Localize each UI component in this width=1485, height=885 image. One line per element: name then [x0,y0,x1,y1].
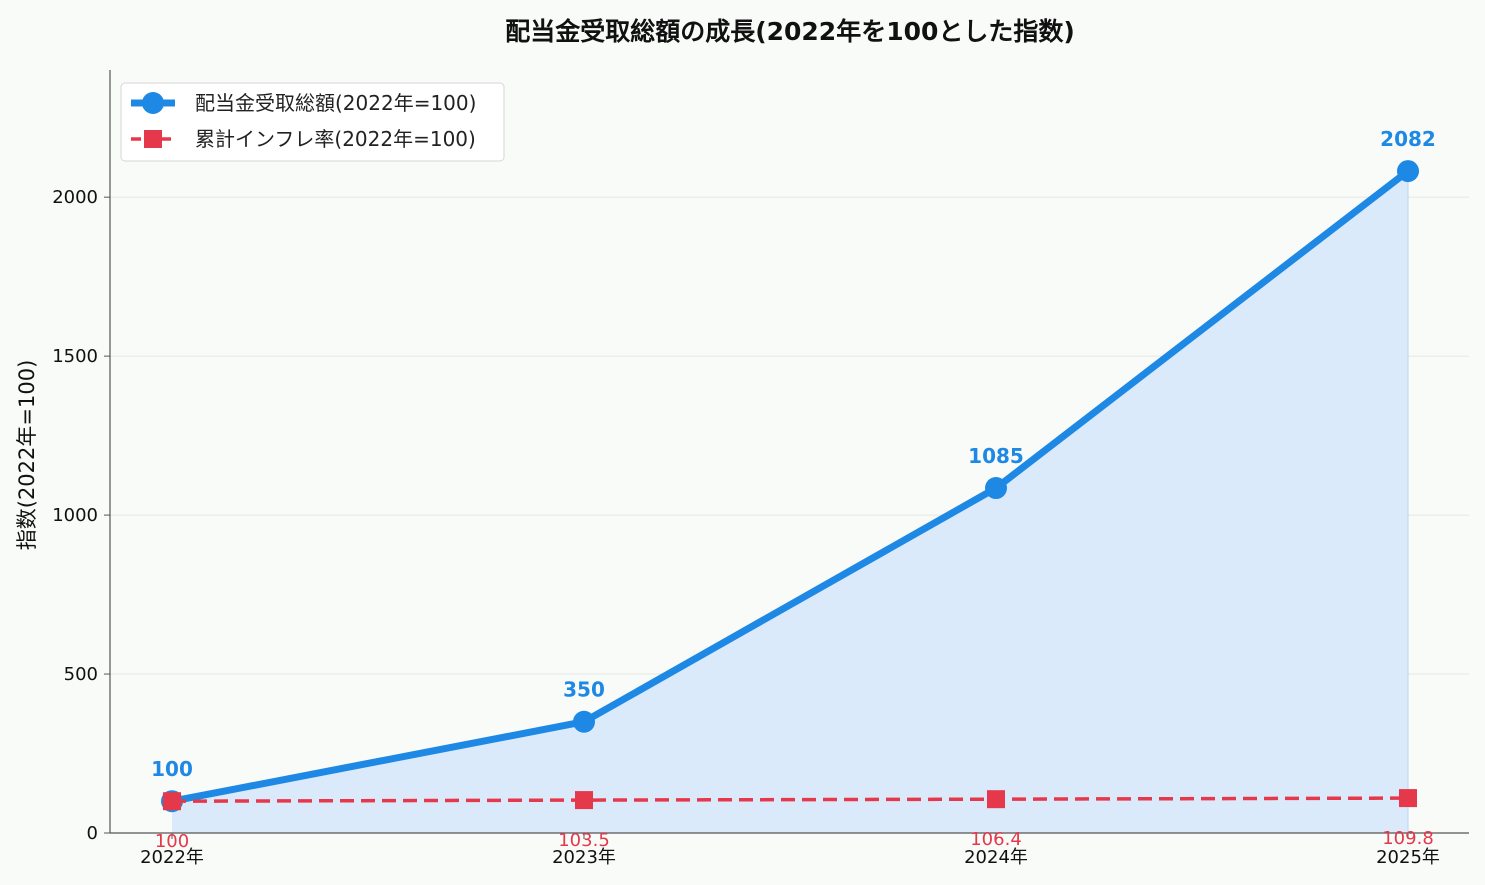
data-label: 109.8 [1382,828,1434,849]
x-tick-label: 2022年 [140,847,204,868]
axes: 0 500 1000 1500 2000 2022年 2023年 2024年 2025年 [52,70,1469,868]
series-line [171,796,1409,803]
data-point [1399,789,1417,808]
data-point [573,710,595,733]
data-label: 103.5 [558,830,610,851]
series-layer [161,160,1419,813]
y-axis-label: 指数(2022年=100) [15,360,39,551]
series-area [172,171,1408,833]
area-layer [172,171,1409,833]
series-line [171,168,1411,805]
legend-marker [142,92,164,114]
legend-label: 累計インフレ率(2022年=100) [195,127,476,151]
y-tick-label: 0 [87,823,98,844]
chart-title: 配当金受取総額の成長(2022年を100とした指数) [505,17,1075,46]
data-labels: 100 350 1085 2082 100 103.5 106.4 109.8 [151,127,1436,852]
data-label: 1085 [968,444,1024,468]
y-tick-label: 1500 [52,346,98,367]
legend-marker [144,130,162,148]
legend: 配当金受取総額(2022年=100) 累計インフレ率(2022年=100) [120,82,505,162]
data-point [163,792,181,811]
legend-box [120,82,505,162]
data-point [985,477,1007,500]
data-label: 100 [155,831,189,852]
x-tick-label: 2024年 [964,847,1028,868]
data-label: 350 [563,678,605,702]
y-tick-label: 1000 [52,505,98,526]
y-tick-label: 2000 [52,187,98,208]
data-label: 100 [151,757,193,781]
data-label: 106.4 [970,829,1022,850]
x-tick-label: 2025年 [1376,847,1440,868]
y-tick-label: 500 [64,664,98,685]
data-point [987,790,1005,809]
legend-label: 配当金受取総額(2022年=100) [195,91,476,115]
data-label: 2082 [1380,127,1436,151]
data-point [575,791,593,810]
data-point [1397,160,1419,183]
x-tick-label: 2023年 [552,847,616,868]
